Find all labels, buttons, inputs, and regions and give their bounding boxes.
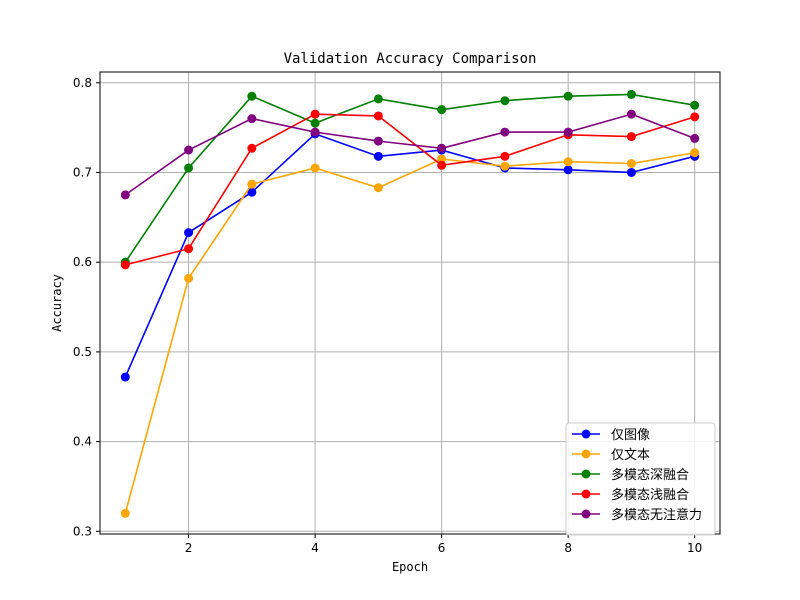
- series-2: [120, 148, 700, 518]
- data-point: [310, 118, 320, 128]
- data-point: [500, 161, 510, 171]
- data-point: [437, 160, 447, 170]
- data-point: [563, 157, 573, 167]
- data-point: [626, 109, 636, 119]
- legend-label: 多模态深融合: [611, 467, 689, 483]
- data-point: [690, 133, 700, 143]
- y-tick-label: 0.6: [73, 255, 92, 269]
- data-point: [373, 136, 383, 146]
- data-point: [563, 91, 573, 101]
- data-point: [184, 228, 194, 238]
- series-line: [124, 93, 695, 263]
- series-5: [120, 109, 700, 200]
- y-tick-label: 0.4: [73, 435, 92, 449]
- data-point: [247, 143, 257, 153]
- ticks: 2 4 6 8 10 0.3 0.4 0.5 0.6 0.7 0.8: [73, 76, 702, 555]
- x-tick-label: 6: [438, 541, 446, 555]
- data-point: [626, 167, 636, 177]
- data-point: [437, 105, 447, 115]
- data-point: [373, 94, 383, 104]
- data-point: [310, 127, 320, 137]
- data-point: [500, 127, 510, 137]
- data-point: [563, 165, 573, 175]
- data-point: [500, 96, 510, 106]
- legend-entry: 多模态无注意力: [572, 507, 702, 523]
- data-point: [690, 112, 700, 122]
- legend-label: 仅图像: [611, 428, 650, 443]
- series-4: [120, 109, 700, 270]
- legend-marker: [581, 449, 591, 459]
- series-line: [124, 113, 695, 196]
- legend-marker: [581, 429, 591, 439]
- y-tick-label: 0.7: [73, 165, 92, 179]
- series-line: [124, 132, 695, 378]
- x-tick-label: 2: [185, 541, 193, 555]
- data-point: [310, 109, 320, 119]
- legend-entry: 仅文本: [572, 448, 650, 463]
- data-point: [626, 132, 636, 142]
- legend-label: 多模态无注意力: [611, 507, 702, 523]
- data-point: [184, 244, 194, 254]
- data-point: [373, 183, 383, 193]
- y-axis-label: Accuracy: [50, 274, 64, 332]
- y-tick-label: 0.3: [73, 524, 92, 538]
- legend-marker: [581, 509, 591, 519]
- data-point: [247, 91, 257, 101]
- legend-label: 多模态浅融合: [611, 487, 689, 503]
- data-point: [184, 163, 194, 173]
- data-point: [626, 89, 636, 99]
- legend-entry: 仅图像: [572, 428, 650, 443]
- legend-marker: [581, 489, 591, 499]
- data-point: [690, 100, 700, 110]
- data-point: [184, 145, 194, 155]
- data-point: [373, 111, 383, 121]
- series-group: [120, 89, 700, 518]
- data-point: [437, 154, 447, 164]
- legend-label: 仅文本: [611, 448, 650, 463]
- legend-entry: 多模态浅融合: [572, 487, 689, 503]
- data-point: [310, 163, 320, 173]
- data-point: [626, 159, 636, 169]
- y-tick-label: 0.5: [73, 345, 92, 359]
- data-point: [120, 372, 130, 382]
- x-axis-label: Epoch: [392, 560, 428, 574]
- data-point: [690, 148, 700, 158]
- series-line: [124, 151, 695, 514]
- data-point: [184, 273, 194, 283]
- data-point: [247, 187, 257, 197]
- legend-marker: [581, 469, 591, 479]
- data-point: [500, 151, 510, 161]
- data-point: [247, 179, 257, 189]
- x-tick-label: 8: [564, 541, 572, 555]
- plot-frame: [99, 71, 721, 535]
- series-line: [125, 113, 695, 266]
- chart-title: Validation Accuracy Comparison: [284, 51, 537, 67]
- x-tick-label: 4: [311, 541, 319, 555]
- data-point: [563, 127, 573, 137]
- x-tick-label: 10: [687, 541, 702, 555]
- legend-entry: 多模态深融合: [572, 467, 689, 483]
- data-point: [437, 143, 447, 153]
- data-point: [120, 260, 130, 270]
- y-tick-label: 0.8: [73, 76, 92, 90]
- data-point: [373, 151, 383, 161]
- data-point: [120, 508, 130, 518]
- legend-box: [565, 422, 716, 536]
- data-point: [247, 114, 257, 124]
- data-point: [120, 190, 130, 200]
